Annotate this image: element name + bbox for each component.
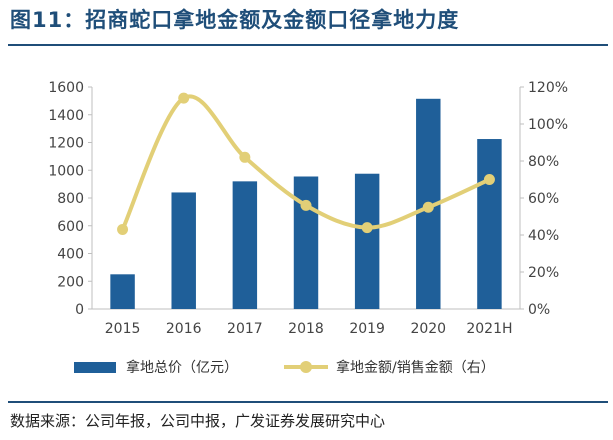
bar <box>293 176 319 309</box>
legend-bar-label: 拿地总价（亿元） <box>126 360 238 376</box>
right-tick-label: 40% <box>528 228 559 244</box>
chart-legend: 拿地总价（亿元） 拿地金额/销售金额（右） <box>74 357 495 377</box>
left-tick-label: 1000 <box>48 163 84 179</box>
left-tick-label: 400 <box>57 247 84 263</box>
combo-chart: 0 200 400 600 800 1000 1200 1400 1600 0% 20% 40% 60%… <box>48 80 568 337</box>
chart-title: 图11：招商蛇口拿地金额及金额口径拿地力度 <box>10 8 460 32</box>
x-tick-label: 2020 <box>410 321 446 337</box>
left-tick-label: 200 <box>57 274 84 290</box>
bar <box>171 192 196 309</box>
bar <box>354 173 380 309</box>
x-tick-label: 2016 <box>166 321 202 337</box>
right-tick-label: 100% <box>528 117 568 133</box>
source-divider <box>8 401 608 403</box>
legend-line-swatch <box>284 360 328 374</box>
left-tick-label: 800 <box>57 191 84 207</box>
legend-bar-swatch <box>74 361 116 373</box>
source-note: 数据来源：公司年报，公司中报，广发证券发展研究中心 <box>10 412 386 430</box>
left-tick-label: 1600 <box>48 80 84 96</box>
ratio-point <box>483 174 495 185</box>
ratio-point <box>239 151 251 163</box>
bar <box>232 181 258 309</box>
left-tick-label: 1200 <box>48 136 84 152</box>
ratio-point <box>300 199 312 211</box>
x-tick-label: 2018 <box>288 321 324 337</box>
left-tick-label: 600 <box>57 219 84 235</box>
right-tick-label: 60% <box>528 191 559 207</box>
bar <box>477 139 502 309</box>
ratio-point <box>117 223 129 235</box>
x-tick-label: 2021H <box>466 321 512 337</box>
ratio-point <box>361 222 373 234</box>
right-tick-label: 0% <box>528 302 550 318</box>
x-tick-label: 2019 <box>349 321 385 337</box>
bar <box>110 274 135 309</box>
right-tick-label: 120% <box>528 80 568 96</box>
legend-line-label: 拿地金额/销售金额（右） <box>336 360 495 376</box>
right-tick-label: 80% <box>528 154 559 170</box>
ratio-point <box>178 92 190 104</box>
right-tick-label: 20% <box>528 265 559 281</box>
ratio-point <box>422 201 434 213</box>
x-tick-label: 2017 <box>227 321 263 337</box>
title-divider <box>8 44 608 46</box>
left-tick-label: 0 <box>75 302 84 318</box>
x-tick-label: 2015 <box>105 321 141 337</box>
left-tick-label: 1400 <box>48 108 84 124</box>
